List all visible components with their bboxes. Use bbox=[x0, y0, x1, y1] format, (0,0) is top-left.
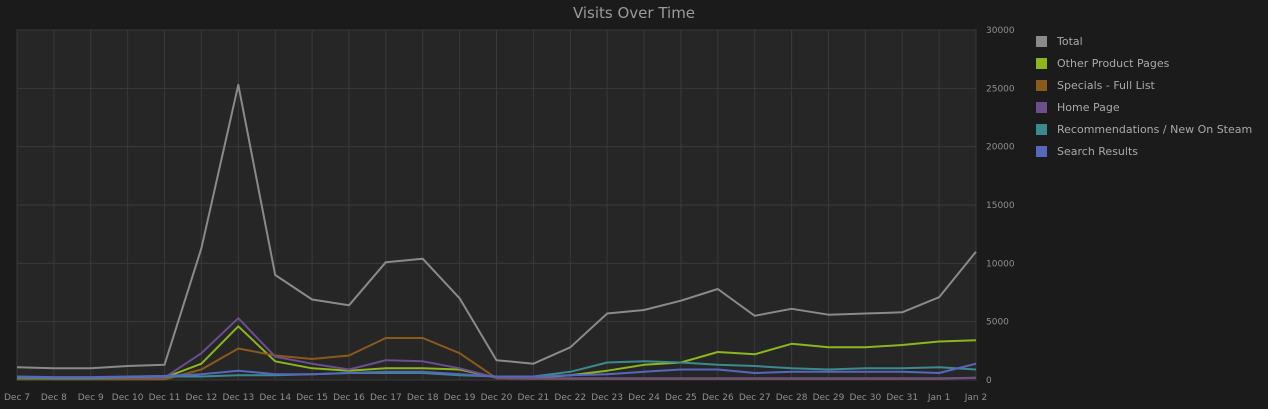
y-axis: 0 5000 10000 15000 20000 25000 30000 bbox=[986, 26, 1015, 386]
y-tick-label: 5000 bbox=[986, 318, 1009, 328]
series-lines bbox=[16, 83, 977, 381]
legend-swatch bbox=[1036, 123, 1047, 135]
grid bbox=[16, 29, 977, 381]
x-tick-label: Dec 19 bbox=[444, 393, 476, 403]
x-tick-label: Dec 15 bbox=[296, 393, 328, 403]
legend-item[interactable]: Total bbox=[1036, 30, 1252, 52]
x-tick-label: Jan 1 bbox=[927, 393, 950, 403]
x-tick-label: Dec 20 bbox=[481, 393, 513, 403]
y-tick-label: 15000 bbox=[986, 201, 1015, 211]
x-tick-label: Dec 30 bbox=[849, 393, 881, 403]
x-tick-label: Dec 21 bbox=[518, 393, 550, 403]
x-tick-label: Dec 22 bbox=[554, 393, 586, 403]
legend-swatch bbox=[1036, 35, 1047, 47]
x-tick-label: Dec 10 bbox=[112, 393, 144, 403]
x-tick-label: Dec 25 bbox=[665, 393, 697, 403]
legend-label: Total bbox=[1057, 34, 1083, 48]
x-tick-label: Dec 12 bbox=[186, 393, 218, 403]
x-tick-label: Dec 7 bbox=[4, 393, 30, 403]
x-tick-label: Dec 13 bbox=[222, 393, 254, 403]
x-tick-label: Dec 14 bbox=[259, 393, 291, 403]
legend-label: Home Page bbox=[1057, 100, 1120, 114]
y-tick-label: 20000 bbox=[986, 143, 1015, 153]
y-tick-label: 10000 bbox=[986, 259, 1015, 269]
legend: Total Other Product Pages Specials - Full … bbox=[1036, 30, 1252, 162]
chart-title: Visits Over Time bbox=[573, 4, 695, 22]
legend-swatch bbox=[1036, 145, 1047, 157]
x-axis: Dec 7 Dec 8 Dec 9 Dec 10 Dec 11 Dec 12 Dec 13 D… bbox=[4, 393, 987, 403]
x-tick-label: Dec 31 bbox=[886, 393, 918, 403]
legend-label: Other Product Pages bbox=[1057, 56, 1170, 70]
y-tick-label: 30000 bbox=[986, 26, 1015, 36]
legend-swatch bbox=[1036, 79, 1047, 91]
x-tick-label: Dec 17 bbox=[370, 393, 402, 403]
x-tick-label: Dec 18 bbox=[407, 393, 439, 403]
legend-item[interactable]: Specials - Full List bbox=[1036, 74, 1252, 96]
y-tick-label: 25000 bbox=[986, 84, 1015, 94]
legend-label: Specials - Full List bbox=[1057, 78, 1155, 92]
x-tick-label: Dec 27 bbox=[739, 393, 771, 403]
legend-item[interactable]: Home Page bbox=[1036, 96, 1252, 118]
x-tick-label: Dec 24 bbox=[628, 393, 660, 403]
x-tick-label: Dec 16 bbox=[333, 393, 365, 403]
x-tick-label: Dec 11 bbox=[149, 393, 181, 403]
series-line-home-page bbox=[16, 317, 977, 380]
legend-swatch bbox=[1036, 101, 1047, 113]
x-tick-label: Dec 29 bbox=[813, 393, 845, 403]
x-tick-label: Dec 28 bbox=[776, 393, 808, 403]
legend-label: Search Results bbox=[1057, 144, 1139, 158]
series-line-total bbox=[16, 83, 977, 370]
x-tick-label: Dec 23 bbox=[591, 393, 623, 403]
legend-item[interactable]: Recommendations / New On Steam bbox=[1036, 118, 1252, 140]
x-tick-label: Jan 2 bbox=[964, 393, 987, 403]
legend-item[interactable]: Other Product Pages bbox=[1036, 52, 1252, 74]
legend-label: Recommendations / New On Steam bbox=[1057, 122, 1253, 136]
x-tick-label: Dec 8 bbox=[41, 393, 67, 403]
series-line-search-results bbox=[16, 362, 977, 379]
legend-item[interactable]: Search Results bbox=[1036, 140, 1252, 162]
legend-swatch bbox=[1036, 57, 1047, 69]
x-tick-label: Dec 9 bbox=[78, 393, 104, 403]
y-tick-label: 0 bbox=[986, 376, 992, 386]
x-tick-label: Dec 26 bbox=[702, 393, 734, 403]
